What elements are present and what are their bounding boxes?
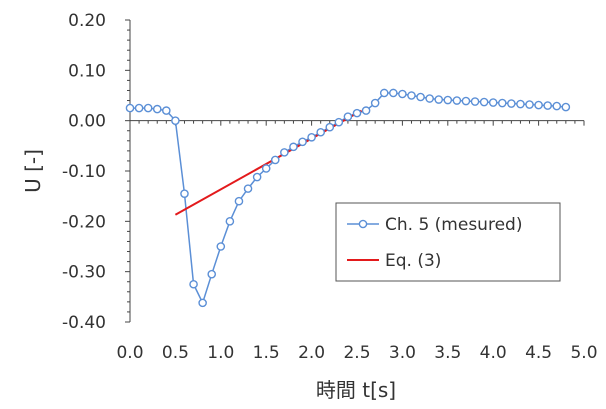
- measured-point: [552, 101, 562, 111]
- measured-point: [280, 148, 289, 157]
- x-tick-label: 5.0: [570, 343, 597, 363]
- measured-point: [307, 132, 316, 142]
- x-tick-labels: 0.0 0.5 1.0 1.5 2.0 2.5 3.0 3.5 4.0 4.5 5.0: [116, 343, 597, 363]
- legend-box: [335, 202, 561, 282]
- x-tick-label: 2.0: [298, 343, 325, 363]
- measured-point: [461, 96, 471, 106]
- y-tick-label: -0.10: [62, 162, 106, 182]
- y-tick-label: 0.20: [68, 11, 106, 31]
- measured-point: [298, 137, 307, 147]
- measured-point: [425, 94, 434, 103]
- x-tick-label: 0.0: [116, 343, 143, 363]
- measured-point: [152, 104, 162, 114]
- x-tick-label: 4.0: [480, 343, 507, 363]
- measured-point: [334, 117, 344, 127]
- measured-point: [289, 142, 298, 152]
- measured-point: [189, 279, 198, 289]
- measured-point: [143, 103, 153, 113]
- measured-point: [534, 100, 543, 110]
- measured-point: [243, 184, 253, 193]
- measured-point: [488, 98, 498, 107]
- measured-point: [316, 127, 325, 137]
- measured-point: [370, 98, 380, 108]
- y-tick-label: -0.30: [62, 263, 106, 283]
- measured-point: [252, 172, 262, 182]
- measured-point: [479, 97, 489, 107]
- measured-point: [234, 196, 244, 206]
- measured-point: [134, 103, 144, 113]
- measured-point: [216, 242, 226, 251]
- measured-point: [516, 99, 525, 109]
- x-tick-label: 1.0: [207, 343, 234, 363]
- measured-point: [389, 88, 398, 98]
- x-tick-label: 2.5: [343, 343, 370, 363]
- measured-point: [434, 95, 444, 104]
- measured-point: [443, 95, 453, 105]
- measured-point: [379, 88, 389, 98]
- measured-point: [180, 189, 189, 198]
- measured-point: [361, 106, 371, 115]
- measured-point: [497, 98, 507, 108]
- y-tick-label: 0.00: [68, 112, 106, 132]
- measured-point: [561, 102, 571, 112]
- measured-point: [125, 103, 135, 113]
- x-axis-title: 時間 t[s]: [316, 378, 396, 402]
- y-tick-label: 0.10: [68, 61, 106, 81]
- legend-label-eq3: Eq. (3): [385, 251, 441, 271]
- measured-point: [198, 298, 207, 308]
- measured-point: [343, 112, 353, 121]
- legend-label-measured: Ch. 5 (mesured): [385, 215, 522, 235]
- measured-point: [398, 89, 407, 99]
- measured-point: [261, 164, 271, 173]
- measured-point: [325, 122, 335, 132]
- measured-point: [407, 91, 416, 100]
- measured-point: [162, 106, 171, 115]
- x-tick-label: 4.5: [525, 343, 552, 363]
- y-tick-label: -0.20: [62, 212, 106, 232]
- measured-point: [543, 101, 552, 110]
- x-tick-label: 3.0: [389, 343, 416, 363]
- measured-point: [207, 269, 217, 279]
- series-layer: [125, 88, 571, 308]
- measured-point: [525, 100, 534, 109]
- legend: Ch. 5 (mesured) Eq. (3): [335, 202, 561, 282]
- measured-point: [225, 217, 235, 226]
- measured-point: [270, 155, 280, 165]
- y-tick-label: -0.40: [62, 313, 106, 333]
- measured-point: [416, 92, 425, 102]
- measured-point: [470, 97, 480, 106]
- y-axis-title: U [-]: [21, 149, 45, 193]
- measured-point: [352, 108, 362, 118]
- legend-marker-measured: [358, 219, 368, 229]
- measured-point: [171, 116, 180, 125]
- x-tick-label: 0.5: [162, 343, 189, 363]
- y-tick-labels: 0.20 0.10 0.00 -0.10 -0.20 -0.30 -0.40: [62, 11, 106, 333]
- x-tick-label: 1.5: [253, 343, 280, 363]
- x-tick-label: 3.5: [434, 343, 461, 363]
- measured-point: [507, 99, 516, 108]
- measured-point: [452, 96, 462, 105]
